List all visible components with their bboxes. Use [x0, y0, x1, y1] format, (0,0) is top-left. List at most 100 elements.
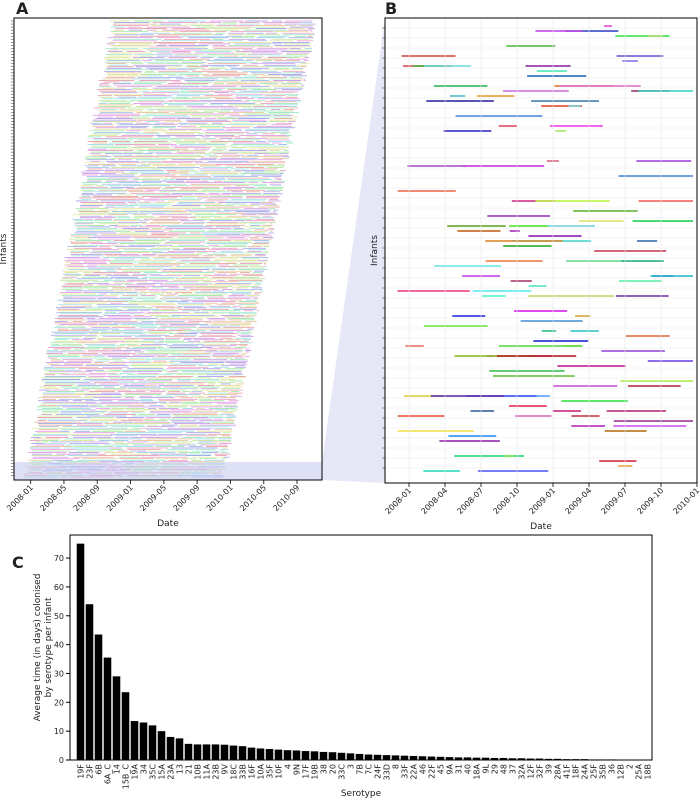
bar: [229, 745, 238, 760]
x-axis-label: Serotype: [341, 789, 382, 799]
x-tick-label: 11A: [203, 763, 212, 779]
x-tick-label: 2008-01: [383, 486, 413, 516]
bar: [76, 543, 85, 760]
bar: [436, 756, 445, 760]
bar: [94, 634, 103, 760]
bar: [274, 749, 283, 760]
x-axis-label: Date: [157, 519, 179, 529]
x-tick-label: 18A: [473, 763, 482, 779]
plot-background: [14, 18, 322, 480]
x-tick-label: 19A: [131, 763, 140, 779]
zoom-region: [14, 462, 322, 480]
y-axis-label: Infants: [370, 235, 380, 266]
x-tick-label: 9V: [221, 763, 230, 774]
colonisation-texture: [397, 25, 693, 472]
x-tick-label: 2010-05: [238, 483, 268, 513]
x-tick-label: 33C: [338, 764, 347, 780]
x-tick-label: 48: [500, 764, 509, 774]
bar: [463, 757, 472, 760]
bar: [355, 753, 364, 760]
x-tick-label: 23F: [86, 764, 95, 779]
x-tick-label: 19F: [77, 764, 86, 779]
x-tick-label: 2010-01: [205, 483, 235, 513]
x-tick-label: 18C: [230, 764, 239, 780]
x-tick-label: 35F: [266, 764, 275, 779]
x-tick-label: 33B: [239, 764, 248, 780]
x-tick-label: 39: [545, 764, 554, 774]
bar: [427, 756, 436, 760]
bar: [319, 751, 328, 760]
plot-frame: [69, 534, 653, 761]
bar: [346, 753, 355, 760]
bar: [292, 750, 301, 760]
bar: [544, 758, 553, 760]
y-tick-label: 60: [54, 583, 64, 592]
x-tick-label: 2008-10: [491, 486, 521, 516]
y-tick-label: 20: [54, 698, 64, 707]
bar: [535, 758, 544, 760]
x-tick-label: 21: [185, 764, 194, 774]
bar: [283, 750, 292, 760]
x-tick-label: 12B: [617, 764, 626, 780]
y-axis-label: Infants: [0, 233, 9, 264]
bar: [148, 725, 157, 760]
x-tick-label: 22F: [428, 764, 437, 779]
x-tick-label: 2008-05: [38, 483, 68, 513]
bar: [121, 692, 130, 760]
bar: [301, 751, 310, 760]
bar: [454, 757, 463, 760]
x-tick-label: 41F: [563, 764, 572, 779]
colonisation-texture: [22, 20, 317, 478]
plot-frame: [384, 17, 698, 484]
x-tick-label: 15A: [158, 763, 167, 779]
y-tick-label: 40: [54, 641, 64, 650]
zoom-connector: [14, 18, 385, 483]
x-tick-label: 10F: [275, 764, 284, 779]
x-tick-label: 6A_C: [104, 764, 113, 785]
y-axis-label: Average time (in days) colonised: [33, 574, 43, 722]
x-tick-label: 2008-01: [5, 483, 35, 513]
bar: [481, 757, 490, 760]
x-tick-label: 23A: [167, 763, 176, 779]
bar: [517, 758, 526, 760]
bar: [238, 746, 247, 760]
bar: [85, 604, 94, 760]
bar: [472, 757, 481, 760]
bar: [328, 752, 337, 760]
x-tick-label: 36: [608, 764, 617, 774]
bar: [112, 676, 121, 760]
x-tick-label: 33F: [401, 764, 410, 779]
bar: [184, 743, 193, 760]
bar: [166, 736, 175, 760]
x-tick-label: 2008-07: [455, 486, 485, 516]
x-tick-label: 2010-01: [671, 486, 700, 516]
x-tick-label: 2009-05: [138, 483, 168, 513]
x-tick-label: 2008-09: [72, 483, 102, 513]
y-tick-label: 50: [54, 612, 64, 621]
x-tick-label: 22A: [410, 763, 419, 779]
x-tick-label: 2009-04: [563, 486, 593, 516]
x-tick-label: 2008-04: [419, 486, 449, 516]
x-tick-label: 2010-09: [271, 483, 301, 513]
x-tick-label: 19B: [311, 764, 320, 780]
x-tick-label: 24A: [581, 763, 590, 779]
x-tick-label: 7B: [356, 764, 365, 775]
x-tick-label: 4: [284, 764, 293, 769]
bar: [490, 757, 499, 760]
x-tick-label: 37: [509, 764, 518, 774]
x-tick-label: 33D: [383, 764, 392, 780]
x-tick-label: 32F: [536, 764, 545, 779]
bar: [445, 757, 454, 760]
x-tick-label: 35C: [149, 764, 158, 780]
x-tick-label: 10B: [194, 764, 203, 780]
x-tick-label: 25A: [635, 763, 644, 779]
x-tick-label: 31: [455, 764, 464, 774]
x-tick-label: 34: [140, 764, 149, 774]
bar: [175, 738, 184, 760]
x-tick-label: 18B: [644, 764, 653, 780]
bar: [310, 751, 319, 760]
x-tick-label: 46: [419, 764, 428, 774]
bar: [553, 758, 562, 760]
panel-label: C: [12, 553, 24, 572]
